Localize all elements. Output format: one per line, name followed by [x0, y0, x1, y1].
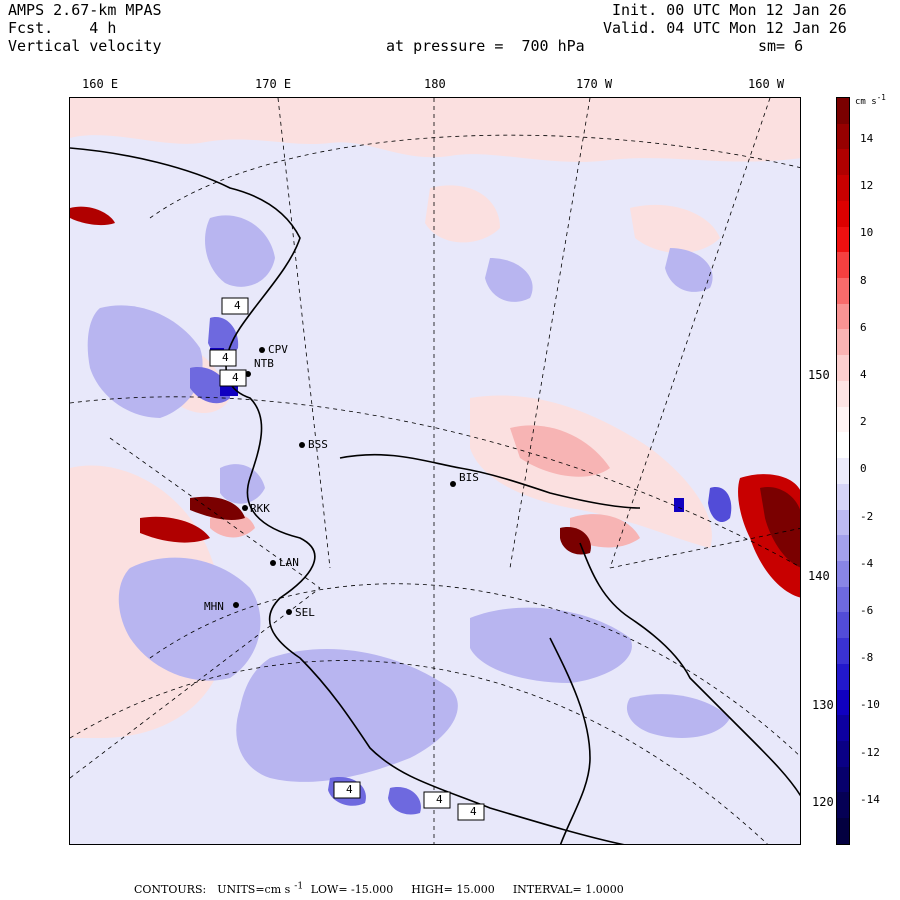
colorbar-segment: [837, 380, 849, 407]
colorbar-label: 8: [860, 273, 867, 287]
coastline: [70, 147, 800, 844]
colorbar-segment: [837, 663, 849, 690]
colorbar-segment: [837, 612, 849, 639]
station-mhn: MHN: [204, 600, 224, 613]
positive-core: [210, 425, 640, 548]
colorbar-segment: [837, 355, 849, 381]
footer-units: UNITS=cm s -1: [217, 880, 304, 896]
footer-units-exp: -1: [294, 880, 304, 891]
colorbar-units-text: cm s: [855, 97, 877, 107]
colorbar-segment: [837, 458, 849, 484]
colorbar-segment: [837, 278, 849, 304]
marker-3: 4: [346, 783, 353, 796]
station-sel: SEL: [295, 606, 315, 619]
marker-6: 4: [232, 371, 239, 384]
colorbar-segment: [837, 766, 849, 793]
station-bis: BIS: [459, 471, 479, 484]
init-time: Init. 00 UTC Mon 12 Jan 26: [612, 1, 847, 19]
colorbar-segment: [837, 560, 849, 587]
colorbar-segment: [837, 252, 849, 279]
colorbar-label: -2: [860, 509, 874, 523]
footer-low: LOW= -15.000: [310, 882, 394, 896]
colorbar-segment: [837, 483, 849, 510]
station-cpv: CPV: [268, 343, 288, 356]
colorbar-segment: [837, 123, 849, 150]
colorbar-label: 6: [860, 320, 867, 334]
colorbar-segment: [837, 818, 849, 844]
colorbar-segment: [837, 740, 849, 767]
station-bss: BSS: [308, 438, 328, 451]
lat-label-140w: 140 W: [808, 569, 845, 583]
colorbar-segment: [837, 638, 849, 664]
colorbar-segment: [837, 689, 849, 716]
station-ntb: NTB: [254, 357, 274, 370]
fcst-value: 4 h: [89, 19, 117, 37]
lon-label-160e: 160 E: [82, 77, 119, 91]
colorbar-segment: [837, 406, 849, 433]
colorbar-label: 2: [860, 415, 867, 429]
colorbar-label: 12: [860, 179, 874, 193]
colorbar-segment: [837, 200, 849, 227]
lon-label-160w: 160 W: [748, 77, 785, 91]
colorbar-segment: [837, 303, 849, 330]
colorbar-segment: [837, 715, 849, 741]
colorbar-label: 14: [860, 132, 874, 145]
colorbar-label: 0: [860, 462, 867, 476]
map-panel[interactable]: 4 4 4 4 4 4 CPV NTB BSS LAN MHN SEL RKK …: [69, 97, 801, 845]
footer-units-text: UNITS=cm s: [217, 882, 291, 896]
marker-4: 4: [436, 793, 443, 806]
colorbar-label: -4: [860, 556, 874, 570]
colorbar-segment: [837, 432, 849, 459]
colorbar-segment: [837, 226, 849, 253]
colorbar-segment: [837, 149, 849, 176]
colorbar-segment: [837, 509, 849, 536]
map-canvas: [70, 98, 800, 844]
marker-boxes: [209, 297, 485, 821]
colorbar-segment: [837, 792, 849, 819]
pressure-label: at pressure =: [386, 37, 504, 55]
field-name: Vertical velocity: [8, 37, 162, 55]
colorbar-label: -10: [860, 698, 880, 712]
station-rkk: RKK: [250, 502, 270, 515]
station-lan: LAN: [279, 556, 299, 569]
colorbar-label: 4: [860, 368, 867, 381]
colorbar-label: -12: [860, 745, 880, 759]
colorbar-segment: [837, 175, 849, 201]
marker-2: 4: [222, 351, 229, 364]
strong-dipoles: [70, 206, 800, 598]
model-title: AMPS 2.67-km MPAS: [8, 1, 162, 19]
colorbar-label: 10: [860, 226, 874, 240]
lon-label-170w: 170 W: [576, 77, 613, 91]
footer: CONTOURS: UNITS=cm s -1 LOW= -15.000 HIGH…: [134, 880, 628, 896]
colorbar-label: -14: [860, 792, 880, 806]
colorbar-segment: [837, 535, 849, 561]
colorbar-units: cm s-1: [855, 93, 886, 107]
valid-time: Valid. 04 UTC Mon 12 Jan 26: [603, 19, 847, 37]
colorbar-segment: [837, 329, 849, 356]
marker-1: 4: [234, 299, 241, 312]
pressure-level: at pressure = 700 hPa: [386, 38, 585, 55]
footer-contours: CONTOURS:: [134, 882, 207, 896]
smoothing: sm= 6: [758, 37, 804, 55]
colorbar-fill: [837, 98, 849, 844]
lon-label-170e: 170 E: [255, 77, 292, 91]
marker-5: 4: [470, 805, 477, 818]
colorbar-segment: [837, 586, 849, 613]
lon-label-180: 180: [424, 77, 446, 91]
pressure-value: 700 hPa: [521, 37, 585, 55]
station-dots: [233, 347, 456, 615]
footer-interval: INTERVAL= 1.0000: [512, 882, 624, 896]
fcst-label: Fcst.: [8, 19, 54, 37]
colorbar-units-exp: -1: [876, 93, 886, 102]
lat-label-150w: 150 W: [808, 368, 845, 382]
graticule: [70, 98, 800, 844]
colorbar-segment: [837, 98, 849, 124]
colorbar: [836, 97, 850, 845]
footer-high: HIGH= 15.000: [411, 882, 495, 896]
colorbar-label: -8: [860, 651, 874, 665]
colorbar-label: -6: [860, 604, 874, 617]
forecast-label: Fcst. 4 h: [8, 20, 116, 37]
